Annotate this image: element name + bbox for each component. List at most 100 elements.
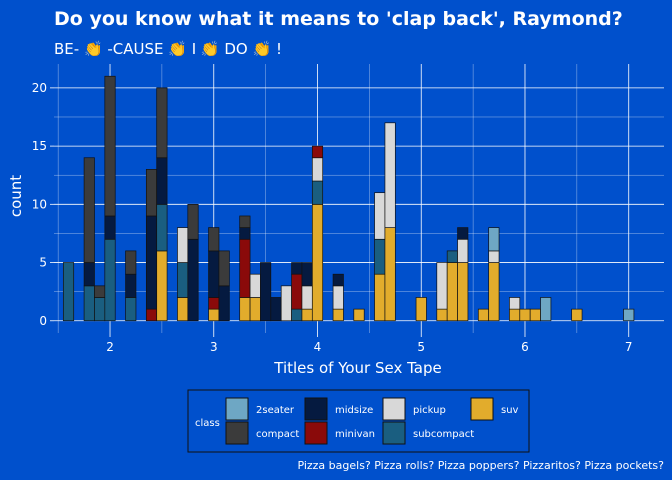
bar-segment-2seater	[540, 297, 552, 322]
legend-swatch-2seater	[225, 397, 249, 421]
bar-segment-midsize	[125, 273, 137, 298]
bar-segment-subcompact	[83, 285, 95, 322]
legend-title: class	[195, 418, 220, 429]
bar-segment-subcompact	[446, 250, 458, 263]
legend-swatch-midsize	[304, 397, 328, 421]
bar-segment-suv	[519, 308, 531, 322]
y-tick-label: 0	[39, 314, 47, 328]
bar-segment-midsize	[218, 285, 230, 322]
legend-label-2seater: 2seater	[256, 405, 295, 416]
bar-segment-subcompact	[311, 180, 324, 205]
bar-segment-suv	[415, 297, 427, 322]
x-tick-label: 7	[625, 340, 633, 354]
x-tick-label: 6	[521, 340, 529, 354]
bar-segment-pickup	[311, 157, 324, 182]
bar-segment-subcompact	[104, 238, 116, 322]
bar-segment-pickup	[436, 262, 448, 310]
legend-label-midsize: midsize	[335, 405, 373, 416]
legend-label-suv: suv	[501, 405, 519, 416]
bar-segment-midsize	[208, 250, 220, 298]
x-axis-label: Titles of Your Sex Tape	[273, 359, 442, 377]
bar-segment-minivan	[239, 238, 251, 298]
bar-segment-midsize	[187, 238, 199, 322]
bar-segment-midsize	[301, 262, 313, 287]
bar-segment-midsize	[239, 227, 251, 240]
bar-segment-suv	[446, 262, 458, 322]
bar-segment-suv	[374, 273, 386, 322]
bar-segment-midsize	[104, 215, 116, 240]
y-tick-label: 15	[32, 139, 47, 153]
bar-segment-pickup	[301, 285, 313, 310]
legend-swatch-suv	[470, 397, 494, 421]
bar-segment-suv	[332, 308, 344, 322]
bar-segment-suv	[488, 262, 500, 322]
legend-label-compact: compact	[256, 429, 299, 440]
bar-segment-subcompact	[125, 297, 137, 322]
bar-segment-compact	[145, 169, 158, 217]
bar-segment-compact	[125, 250, 137, 275]
x-tick-label: 2	[106, 340, 114, 354]
bar-segment-subcompact	[94, 297, 106, 322]
y-tick-label: 20	[32, 81, 47, 95]
bar-segment-compact	[83, 157, 95, 263]
bar-segment-midsize	[291, 262, 303, 275]
bar-segment-compact	[208, 227, 220, 252]
bar-segment-suv	[208, 308, 220, 322]
bar-segment-midsize	[156, 157, 168, 205]
bar-segment-suv	[156, 250, 168, 322]
bar-segment-midsize	[457, 227, 469, 240]
bar-segment-minivan	[311, 145, 324, 159]
bar-segment-pickup	[249, 273, 261, 298]
bar-segment-midsize	[83, 262, 95, 287]
bar-segment-compact	[239, 215, 251, 228]
legend-swatch-pickup	[382, 397, 406, 421]
bar-segment-minivan	[145, 308, 158, 322]
legend: class 2seater compact midsize minivan pickup…	[187, 389, 530, 453]
bar-segment-pickup	[457, 238, 469, 263]
bar-segment-midsize	[332, 273, 344, 287]
bar-segment-minivan	[291, 273, 303, 310]
bar-segment-compact	[94, 285, 106, 298]
y-tick-label: 5	[39, 256, 47, 270]
bar-segment-suv	[311, 203, 324, 322]
bar-segment-pickup	[280, 285, 292, 322]
bar-segment-suv	[249, 297, 261, 322]
bar-segment-suv	[384, 227, 396, 322]
bar-segment-suv	[571, 308, 583, 322]
bar-segment-pickup	[384, 122, 396, 228]
bar-segment-suv	[301, 308, 313, 322]
bar-segment-suv	[477, 308, 490, 322]
bar-segment-pickup	[374, 192, 386, 240]
bar-segment-compact	[104, 75, 116, 217]
x-tick-label: 3	[210, 340, 218, 354]
bar-segment-subcompact	[62, 262, 75, 322]
bar-segment-compact	[187, 203, 199, 240]
bar-segment-midsize	[260, 262, 272, 322]
bars	[62, 75, 635, 322]
bar-segment-suv	[353, 308, 365, 322]
legend-swatch-subcompact	[382, 421, 406, 445]
y-axis-label: count	[7, 175, 25, 217]
bar-segment-pickup	[177, 227, 189, 263]
bar-segment-compact	[218, 250, 230, 287]
legend-swatch-compact	[225, 421, 249, 445]
legend-label-subcompact: subcompact	[413, 429, 474, 440]
y-tick-label: 10	[32, 197, 47, 211]
bar-segment-minivan	[208, 297, 220, 310]
bar-segment-pickup	[332, 285, 344, 310]
bar-segment-suv	[239, 297, 251, 322]
bar-segment-suv	[529, 308, 541, 322]
legend-box	[187, 389, 530, 453]
bar-segment-subcompact	[374, 238, 386, 275]
legend-swatch-minivan	[304, 421, 328, 445]
x-tick-label: 5	[417, 340, 425, 354]
bar-segment-pickup	[509, 297, 521, 310]
chart-subtitle: BE- 👏 -CAUSE 👏 I 👏 DO 👏 !	[54, 40, 282, 58]
x-tick-label: 4	[314, 340, 322, 354]
bar-segment-subcompact	[156, 203, 168, 252]
bar-segment-suv	[177, 297, 189, 322]
bar-segment-2seater	[623, 308, 635, 322]
bar-segment-subcompact	[177, 262, 189, 298]
bar-segment-suv	[509, 308, 521, 322]
